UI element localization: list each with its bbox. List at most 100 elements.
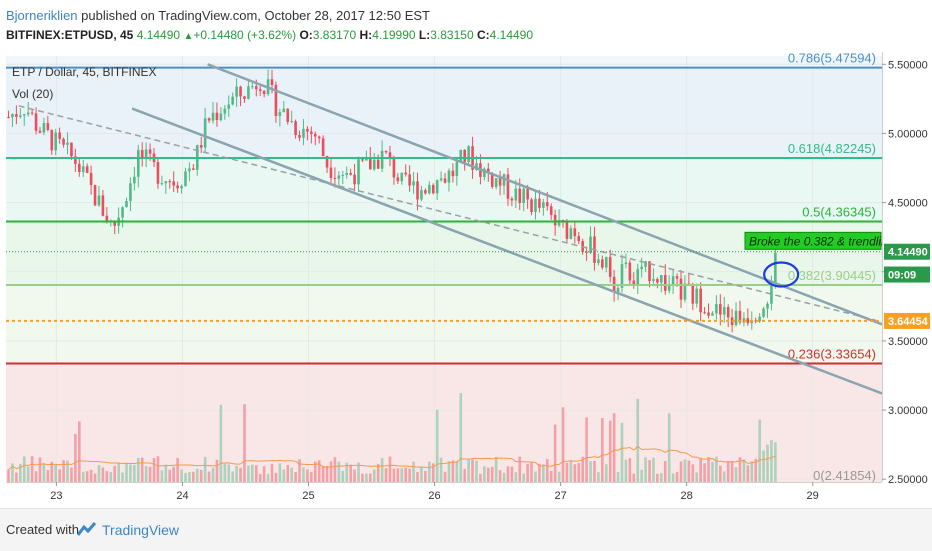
volume-bar [349,464,352,482]
volume-bar [585,417,588,482]
candle-body [129,183,132,202]
candle-body [384,150,388,153]
volume-bar [313,461,317,482]
candle-body [66,142,69,145]
volume-bar [180,469,183,482]
volume-bar [26,466,30,482]
volume-bar [188,472,191,482]
volume-bar [675,472,679,482]
candle-body [589,236,592,253]
candle-body [85,166,89,173]
candle-body [530,199,533,212]
fib-zone [6,158,882,222]
volume-bar [105,471,109,482]
volume-bar [160,470,164,482]
volume-bar [628,458,632,482]
candle-body [325,156,329,168]
volume-bar [369,473,372,482]
volume-bar [640,469,643,482]
author-name[interactable]: Bjorneriklien [6,8,78,23]
candle-body [7,116,10,118]
candle-body [243,96,246,99]
volume-bar [164,464,168,482]
candle-body [715,304,718,314]
open-label: O: [299,28,313,42]
volume-bar [522,473,525,482]
volume-bar [428,461,431,482]
annotation-text: Broke the 0.382 & trendline [749,234,895,248]
candle-body [734,310,738,326]
candle-body [597,259,600,263]
volume-bar [604,464,608,482]
price-label-text: 3.64454 [888,316,929,328]
candle-body [534,198,537,212]
volume-bar [545,459,549,482]
volume-bar [443,471,447,482]
chart-header: Bjorneriklien published on TradingView.c… [0,0,932,52]
volume-bar [274,472,278,482]
tradingview-brand[interactable]: TradingView [102,522,180,538]
volume-bar [581,456,584,482]
high-label: H: [359,28,373,42]
y-tick-label: 5.50000 [888,59,928,71]
candle-body [310,131,313,134]
candle-body [754,320,758,322]
fib-label: 0.786(5.47594) [788,52,876,66]
candle-body [219,113,223,120]
volume-bar [11,463,14,482]
volume-bar [121,472,124,482]
volume-bar [38,457,42,482]
volume-bar [624,459,628,482]
candle-body [11,114,14,118]
price-chart[interactable]: 0.786(5.47594) 0.618(4.82245) 0.5(4.36345)… [0,52,932,508]
x-tick-label: 26 [428,490,440,502]
volume-bar [231,471,234,482]
volume-bar [388,456,392,482]
candle-body [770,285,773,304]
candle-body [467,146,470,163]
candle-body [652,279,655,281]
volume-bar [455,460,459,482]
volume-bar [306,469,309,482]
candle-body [258,89,262,91]
x-tick-label: 24 [176,490,188,502]
channel-lower-line [131,107,883,395]
volume-bar [719,465,722,482]
price-label-text: 4.14490 [888,247,928,259]
volume-bar [22,456,26,482]
candle-body [549,206,553,215]
candle-body [565,222,569,239]
candle-body [758,316,761,322]
symbol-name[interactable]: BITFINEX:ETPUSD, 45 [6,28,134,42]
volume-bar [219,404,223,482]
volume-bar [608,420,612,482]
candle-body [361,159,364,161]
volume-bar [660,473,663,482]
volume-bar [420,467,423,482]
volume-bar [247,465,250,482]
volume-bar [156,456,160,482]
candle-body [518,188,522,203]
volume-bar [534,471,537,482]
volume-bar [459,393,463,482]
candle-body [475,163,478,170]
volume-bar [19,463,22,482]
candle-body [585,251,588,253]
publish-info: Bjorneriklien published on TradingView.c… [6,8,430,23]
candle-body [199,145,203,148]
volume-bar [266,473,270,482]
volume-bar [542,464,545,482]
volume-bar [365,473,368,482]
candle-body [133,176,136,184]
volume-bar [766,444,769,482]
volume-bar [663,461,667,482]
candle-body [251,86,254,88]
candle-body [420,190,423,200]
candle-body [400,172,404,182]
volume-bar [601,418,604,482]
volume-bar [254,465,258,482]
volume-bar [762,450,765,482]
volume-bar [561,407,565,482]
volume-bar [569,460,573,482]
fib-zone [6,284,882,364]
